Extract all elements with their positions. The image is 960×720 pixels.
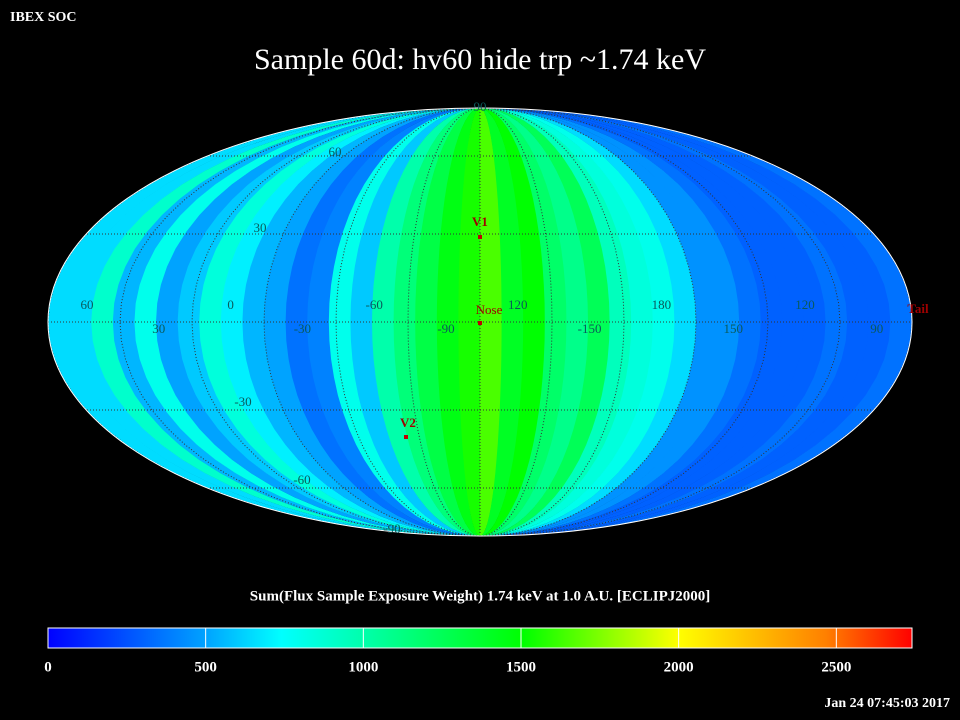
- longitude-label: 120: [795, 297, 815, 312]
- flux-stripe: [372, 108, 480, 536]
- flux-stripe: [480, 108, 503, 536]
- flux-stripe: [393, 108, 480, 536]
- colorbar-tick-label: 1000: [348, 659, 378, 675]
- flux-stripe: [480, 108, 632, 536]
- flux-stripe: [480, 108, 567, 536]
- marker: [478, 235, 482, 239]
- colorbar-tick-label: 1500: [506, 659, 536, 675]
- meridian: [407, 108, 481, 536]
- colorbar: [47, 627, 913, 649]
- latitude-label: 30: [254, 220, 267, 235]
- colorbar-label: Sum(Flux Sample Exposure Weight) 1.74 ke…: [250, 588, 710, 604]
- map: [48, 108, 912, 536]
- marker-label: Nose: [476, 302, 503, 317]
- latitude-label: -90: [383, 521, 400, 536]
- meridian: [479, 108, 553, 536]
- colorbar-tick-label: 0: [44, 659, 52, 675]
- marker-label: V2: [400, 415, 416, 430]
- map-outline: [47, 107, 913, 537]
- longitude-label: 60: [81, 297, 94, 312]
- longitude-label: -150: [578, 321, 602, 336]
- longitude-label: -60: [366, 297, 383, 312]
- marker-label: V1: [472, 214, 488, 229]
- longitude-label: -30: [294, 321, 311, 336]
- latitude-label: -60: [293, 472, 310, 487]
- flux-stripe: [480, 108, 611, 536]
- header: IBEX SOC: [10, 10, 77, 25]
- longitude-label: 150: [723, 321, 743, 336]
- longitude-label: 180: [652, 297, 672, 312]
- flux-stripe: [480, 108, 546, 536]
- marker-label: Tail: [907, 301, 929, 316]
- chart-title: Sample 60d: hv60 hide trp ~1.74 keV: [254, 43, 706, 76]
- longitude-label: 120: [508, 297, 528, 312]
- meridian: [119, 108, 481, 536]
- longitude-label: 90: [870, 321, 883, 336]
- marker: [404, 435, 408, 439]
- flux-stripe: [415, 108, 480, 536]
- latitude-label: 60: [329, 144, 342, 159]
- longitude-label: 30: [152, 321, 165, 336]
- flux-stripe: [458, 108, 481, 536]
- colorbar-tick-label: 500: [194, 659, 217, 675]
- flux-stripe: [350, 108, 480, 536]
- longitude-label: 0: [227, 297, 234, 312]
- flux-stripe: [480, 108, 589, 536]
- latitude-label: -30: [234, 394, 251, 409]
- longitude-label: -90: [437, 321, 454, 336]
- marker: [478, 321, 482, 325]
- flux-stripe: [328, 108, 480, 536]
- meridian: [479, 108, 841, 536]
- colorbar-tick-label: 2000: [664, 659, 694, 675]
- latitude-label: 90: [474, 99, 487, 114]
- colorbar-tick-label: 2500: [821, 659, 851, 675]
- timestamp: Jan 24 07:45:03 2017: [824, 696, 950, 711]
